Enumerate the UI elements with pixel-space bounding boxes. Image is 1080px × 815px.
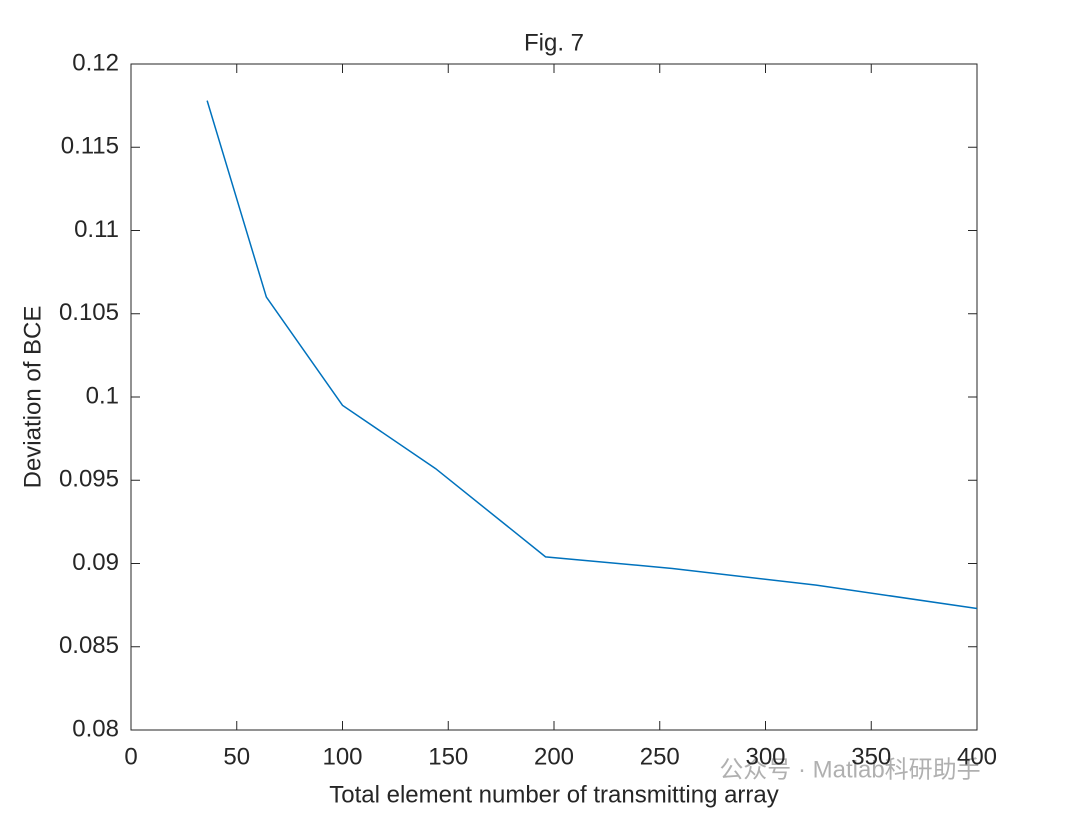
y-tick-label: 0.105 [59,299,119,326]
axes-box [130,63,978,731]
x-tick-label: 50 [223,743,250,770]
x-tick-label: 150 [428,743,468,770]
y-tick-label: 0.115 [61,133,119,160]
x-tick-label: 0 [124,743,137,770]
x-tick-label: 300 [745,743,785,770]
y-tick-label: 0.1 [86,382,119,409]
x-tick-label: 400 [957,743,997,770]
x-axis-label: Total element number of transmitting arr… [329,781,779,808]
y-tick-label: 0.09 [72,549,119,576]
x-tick-label: 350 [851,743,891,770]
y-tick-label: 0.12 [72,49,119,76]
x-tick-label: 250 [640,743,680,770]
y-tick-label: 0.085 [59,632,119,659]
y-axis-label: Deviation of BCE [19,306,46,489]
x-tick-label: 200 [534,743,574,770]
y-tick-label: 0.095 [59,466,119,493]
y-tick-label: 0.11 [74,216,119,243]
data-line [206,100,978,610]
y-tick-label: 0.08 [72,715,119,742]
x-tick-label: 100 [322,743,362,770]
watermark: 公众号 · Matlab科研助手 [719,756,980,783]
chart-title: Fig. 7 [524,29,584,56]
